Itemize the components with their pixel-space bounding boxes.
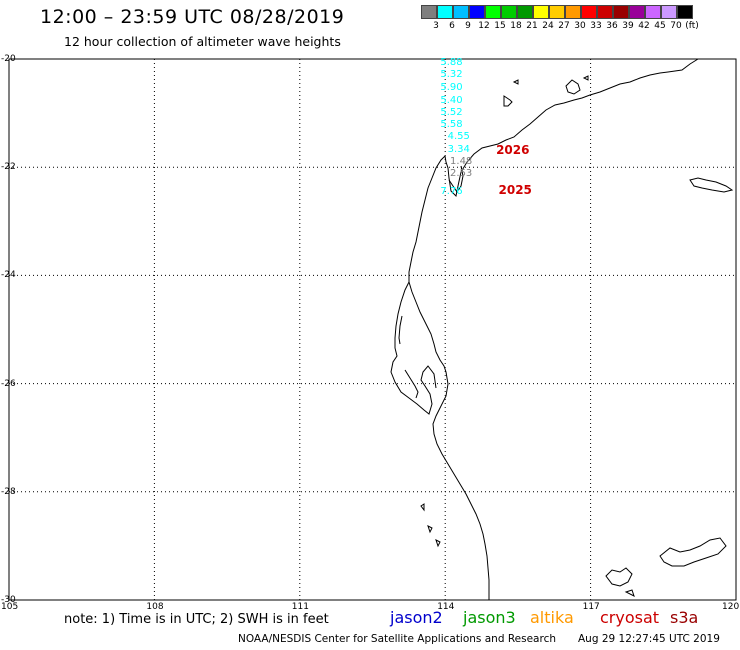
latitude-label: -22 [1, 162, 16, 173]
dirk-hartog-island [398, 315, 403, 345]
scale-swatch [677, 5, 693, 19]
scale-swatch [533, 5, 549, 19]
page-title: 12:00 – 23:59 UTC 08/28/2019 [40, 6, 345, 28]
scale-swatch [613, 5, 629, 19]
scale-label: 18 [510, 21, 522, 31]
swh-value-label: 3.34 [447, 143, 470, 155]
swh-value-label: 5.52 [440, 106, 463, 118]
scale-swatch [549, 5, 565, 19]
swh-value-label: 2.53 [450, 168, 473, 180]
latitude-label: -20 [1, 54, 16, 64]
scale-swatch [469, 5, 485, 19]
scale-label: 70 [670, 21, 682, 31]
scale-swatch [565, 5, 581, 19]
mission-legend-entry: jason2 [390, 608, 443, 627]
scale-label: 33 [590, 21, 602, 31]
scale-swatch [517, 5, 533, 19]
houtman-abrolhos-islands [420, 503, 441, 548]
scale-swatch [661, 5, 677, 19]
graticule-grid [9, 59, 736, 600]
longitude-label: 114 [437, 602, 455, 612]
coastal-inlet [503, 95, 513, 107]
scale-label: 42 [638, 21, 650, 31]
scale-swatch [597, 5, 613, 19]
scale-label: 30 [574, 21, 586, 31]
scale-swatch [501, 5, 517, 19]
shark-bay-peninsula [390, 281, 437, 415]
scale-label: 45 [654, 21, 666, 31]
latitude-label: -24 [1, 270, 16, 281]
latitude-label: -30 [1, 595, 16, 605]
longitude-label: 105 [1, 602, 19, 612]
scale-swatch [485, 5, 501, 19]
mission-legend-entry: cryosat [600, 608, 660, 627]
swh-value-label: 5.32 [440, 69, 463, 81]
scale-label: 27 [558, 21, 570, 31]
latitude-label: -26 [1, 378, 16, 389]
longitude-label: 111 [291, 602, 309, 612]
swh-value-label: 7.76 [440, 185, 463, 197]
scale-swatch [437, 5, 453, 19]
barrow-island [689, 177, 734, 193]
scale-swatch [453, 5, 469, 19]
page-subtitle: 12 hour collection of altimeter wave hei… [64, 34, 341, 49]
swh-value-label: 4.55 [447, 131, 470, 143]
map-frame [8, 58, 737, 601]
scale-label: 3 [433, 21, 439, 31]
north-west-cape-gulf [448, 165, 464, 193]
footer-note: note: 1) Time is in UTC; 2) SWH is in fe… [64, 612, 329, 627]
scale-label: 12 [478, 21, 490, 31]
scale-label: 39 [622, 21, 634, 31]
swh-value-label: 5.58 [440, 119, 463, 130]
longitude-label: 117 [582, 602, 600, 612]
latitude-label: -28 [1, 486, 16, 497]
pass-time-label: 2025 [498, 183, 532, 198]
scale-swatch [629, 5, 645, 19]
swh-value-label: 1.48 [450, 155, 473, 167]
scale-label: 6 [449, 21, 455, 31]
scale-label: 24 [542, 21, 554, 31]
scale-swatch [581, 5, 597, 19]
scale-swatch [645, 5, 661, 19]
scale-label: 21 [526, 21, 538, 31]
swh-value-label: 5.88 [440, 57, 463, 69]
pass-time-label: 2026 [496, 142, 530, 157]
color-swatches [421, 5, 700, 19]
swh-value-label: 5.90 [440, 81, 463, 93]
peron-peninsula [404, 369, 419, 399]
coastal-islands [512, 75, 589, 85]
coastline-western-australia [390, 58, 734, 600]
scale-label: 9 [465, 21, 471, 31]
longitude-label: 108 [146, 602, 164, 612]
swh-value-label: 5.40 [440, 94, 463, 106]
mission-legend-entry: altika [530, 608, 574, 627]
mission-legend-entry: jason3 [463, 608, 516, 627]
scale-label: 36 [606, 21, 618, 31]
mission-legend-entry: s3a [670, 608, 699, 627]
scale-swatch [421, 5, 437, 19]
coastline-mainland [408, 58, 699, 600]
southern-islands [605, 537, 727, 597]
wave-height-color-scale: 3 6 9 12 15 18 21 24 27 30 33 36 39 42 45 70 (ft) [421, 5, 700, 31]
longitude-label: 120 [722, 602, 740, 612]
generation-timestamp: Aug 29 12:27:45 UTC 2019 [578, 633, 720, 645]
color-scale-labels: 3 6 9 12 15 18 21 24 27 30 33 36 39 42 45 70 (ft) [428, 21, 700, 31]
credit-line: NOAA/NESDIS Center for Satellite Applica… [238, 633, 556, 645]
scale-label: 15 [494, 21, 506, 31]
scale-label: (ft) [685, 21, 699, 31]
dampier-archipelago [565, 79, 581, 95]
